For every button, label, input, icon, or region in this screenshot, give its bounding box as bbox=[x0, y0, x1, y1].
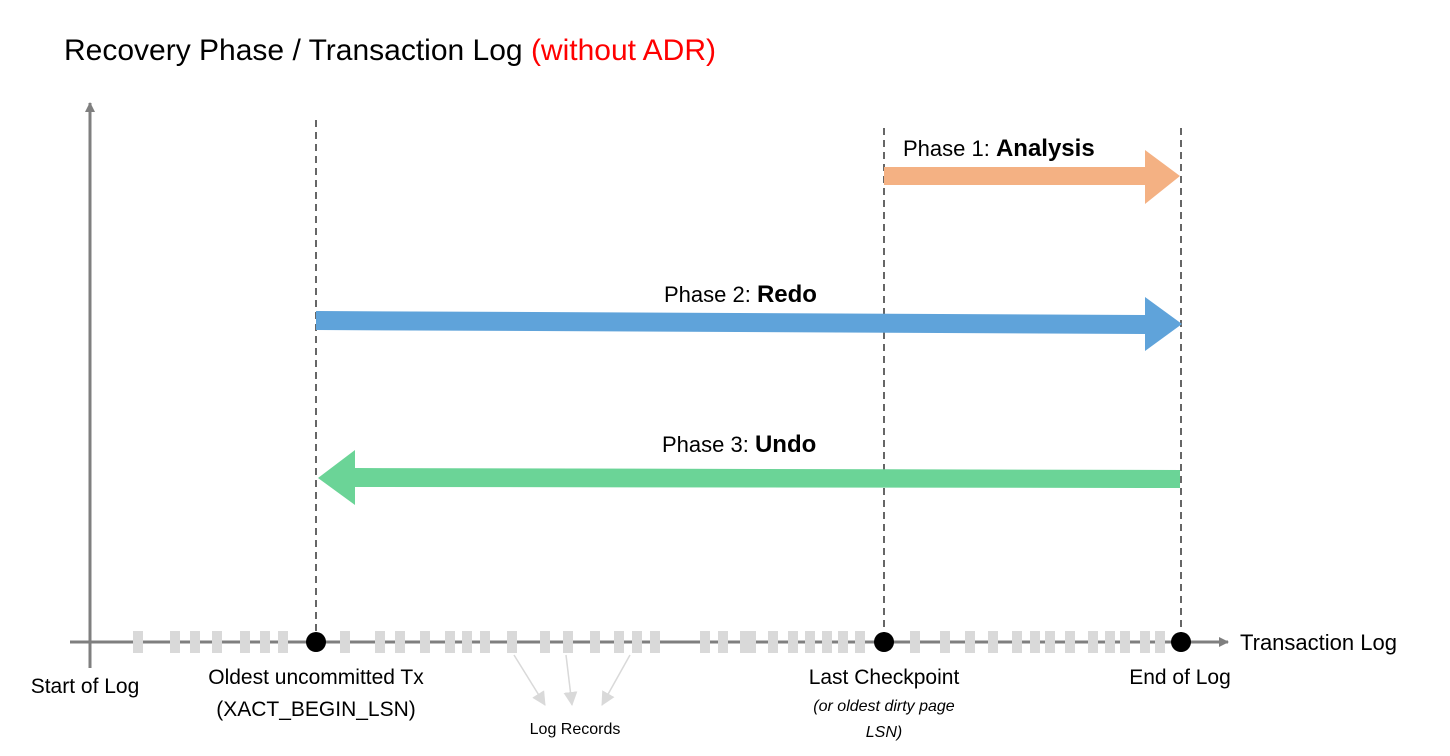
phase-1-label: Phase 1: Analysis bbox=[903, 135, 1095, 162]
log-records bbox=[133, 631, 1165, 653]
log-record-pointer bbox=[563, 654, 578, 706]
log-record-block bbox=[1088, 631, 1098, 653]
log-record-block bbox=[855, 631, 865, 653]
log-record-block bbox=[632, 631, 642, 653]
end-of-log-label: End of Log bbox=[1129, 666, 1231, 689]
log-record-block bbox=[1140, 631, 1150, 653]
log-record-block bbox=[590, 631, 600, 653]
log-record-block bbox=[420, 631, 430, 653]
x-axis-label: Transaction Log bbox=[1240, 630, 1397, 655]
log-record-block bbox=[507, 631, 517, 653]
log-record-block bbox=[988, 631, 998, 653]
log-record-block bbox=[190, 631, 200, 653]
log-record-block bbox=[1105, 631, 1115, 653]
log-record-block bbox=[700, 631, 710, 653]
log-record-block bbox=[540, 631, 550, 653]
oldest-tx-point bbox=[306, 632, 326, 652]
log-record-block bbox=[278, 631, 288, 653]
log-record-block bbox=[768, 631, 778, 653]
log-record-block bbox=[940, 631, 950, 653]
log-record-block bbox=[462, 631, 472, 653]
log-record-pointer bbox=[513, 654, 546, 706]
log-record-block bbox=[445, 631, 455, 653]
oldest-tx-sublabel: (XACT_BEGIN_LSN) bbox=[216, 698, 416, 721]
log-record-block bbox=[170, 631, 180, 653]
oldest-tx-label: Oldest uncommitted Tx bbox=[208, 666, 424, 689]
undo-arrow bbox=[318, 450, 1180, 505]
log-record-block bbox=[395, 631, 405, 653]
log-record-block bbox=[838, 631, 848, 653]
diagram-title: Recovery Phase / Transaction Log (withou… bbox=[64, 34, 716, 67]
log-record-pointer bbox=[601, 654, 631, 706]
log-record-block bbox=[1030, 631, 1040, 653]
log-record-block bbox=[822, 631, 832, 653]
log-record-block bbox=[480, 631, 490, 653]
log-record-block bbox=[614, 631, 624, 653]
log-record-block bbox=[788, 631, 798, 653]
phase-2-label: Phase 2: Redo bbox=[664, 281, 817, 308]
log-record-block bbox=[133, 631, 143, 653]
phase-3-label: Phase 3: Undo bbox=[662, 431, 816, 458]
log-record-block bbox=[1045, 631, 1055, 653]
log-record-block bbox=[563, 631, 573, 653]
checkpoint-sublabel-2: LSN) bbox=[866, 724, 902, 741]
log-record-block bbox=[260, 631, 270, 653]
log-record-block bbox=[1012, 631, 1022, 653]
log-record-block bbox=[1155, 631, 1165, 653]
log-record-block bbox=[965, 631, 975, 653]
analysis-arrow bbox=[884, 150, 1180, 204]
log-record-block bbox=[212, 631, 222, 653]
log-record-block bbox=[240, 631, 250, 653]
redo-arrow bbox=[316, 297, 1182, 351]
checkpoint-point bbox=[874, 632, 894, 652]
log-record-block bbox=[1120, 631, 1130, 653]
log-record-block bbox=[805, 631, 815, 653]
end-of-log-point bbox=[1171, 632, 1191, 652]
log-records-label: Log Records bbox=[530, 721, 621, 738]
log-record-block bbox=[1065, 631, 1075, 653]
log-record-block bbox=[375, 631, 385, 653]
checkpoint-label: Last Checkpoint bbox=[809, 666, 960, 689]
log-record-block bbox=[718, 631, 728, 653]
log-record-block bbox=[740, 631, 756, 653]
log-record-block bbox=[340, 631, 350, 653]
log-record-block bbox=[650, 631, 660, 653]
checkpoint-sublabel-1: (or oldest dirty page bbox=[813, 698, 955, 715]
start-of-log-label: Start of Log bbox=[31, 675, 140, 698]
log-record-block bbox=[910, 631, 920, 653]
